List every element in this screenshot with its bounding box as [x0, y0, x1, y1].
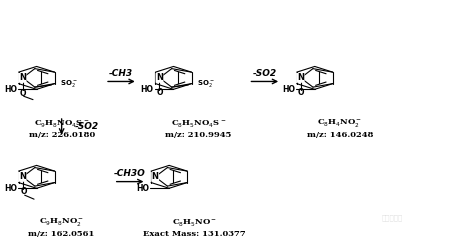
Text: -SO2: -SO2 [252, 69, 277, 78]
Text: C$_8$H$_4$NO$_2^-$: C$_8$H$_4$NO$_2^-$ [317, 118, 362, 131]
Text: C$_9$H$_8$NO$_2^-$: C$_9$H$_8$NO$_2^-$ [39, 217, 84, 229]
Text: m/z: 210.9945: m/z: 210.9945 [165, 131, 232, 139]
Text: N: N [297, 73, 304, 82]
Text: O: O [297, 88, 304, 97]
Text: C$_9$H$_8$NO$_4$S$^-$: C$_9$H$_8$NO$_4$S$^-$ [34, 119, 89, 130]
Text: O: O [156, 88, 163, 97]
Text: O: O [20, 187, 27, 196]
Text: N: N [156, 73, 163, 82]
Text: O: O [19, 89, 26, 98]
Text: HO: HO [4, 184, 17, 193]
Text: HO: HO [282, 85, 295, 94]
Text: C$_8$H$_5$NO$_4$S$^-$: C$_8$H$_5$NO$_4$S$^-$ [171, 119, 226, 130]
Text: SO$_2^-$: SO$_2^-$ [197, 78, 214, 89]
Text: HO: HO [141, 85, 154, 94]
Text: HO: HO [136, 184, 150, 193]
Text: -SO2: -SO2 [75, 122, 99, 131]
Text: C$_8$H$_5$NO$^-$: C$_8$H$_5$NO$^-$ [172, 218, 217, 229]
Text: N: N [19, 172, 26, 181]
Text: N: N [19, 73, 26, 82]
Text: N: N [152, 172, 158, 181]
Text: m/z: 162.0561: m/z: 162.0561 [28, 230, 95, 238]
Text: Exact Mass: 131.0377: Exact Mass: 131.0377 [143, 230, 246, 238]
Text: m/z: 226.0180: m/z: 226.0180 [29, 131, 95, 139]
Text: HO: HO [4, 85, 17, 94]
Text: -CH3: -CH3 [109, 69, 133, 78]
Text: 仪器信息网: 仪器信息网 [381, 214, 402, 221]
Text: m/z: 146.0248: m/z: 146.0248 [307, 131, 373, 139]
Text: -CH3O: -CH3O [114, 169, 146, 178]
Text: SO$_2^-$: SO$_2^-$ [60, 78, 77, 89]
